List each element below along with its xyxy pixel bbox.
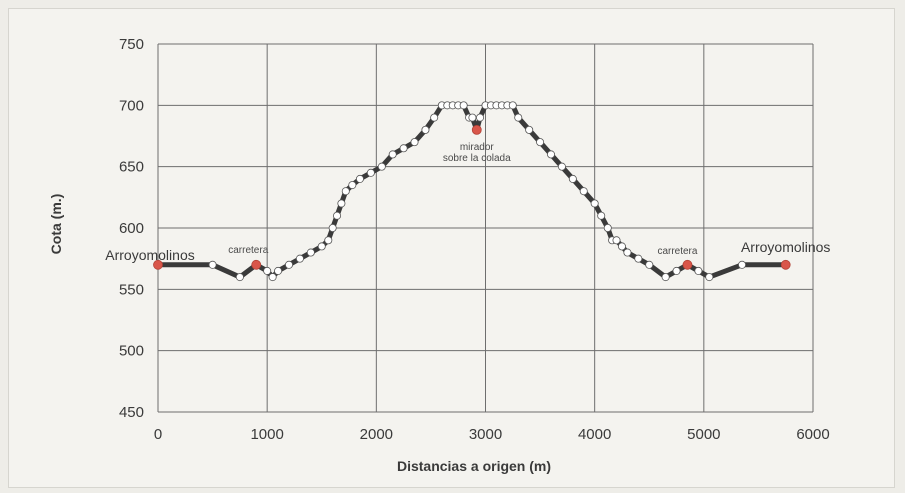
data-point: [337, 199, 346, 208]
data-point: [590, 199, 599, 208]
data-point: [557, 162, 566, 171]
data-point: [597, 211, 606, 220]
data-point: [738, 260, 747, 269]
data-point: [355, 174, 364, 183]
data-point: [459, 101, 468, 110]
grid: [157, 43, 814, 413]
x-tick-label: 3000: [469, 426, 502, 443]
data-point: [514, 113, 523, 122]
data-point: [634, 254, 643, 263]
data-point: [295, 254, 304, 263]
data-point: [235, 273, 244, 282]
y-tick-label: 700: [119, 97, 144, 114]
highlight-points: [153, 124, 791, 270]
data-point: [661, 273, 670, 282]
annotation-label: carretera: [228, 245, 268, 256]
annotation-label: Arroyomolinos: [105, 247, 194, 263]
x-tick-label: 1000: [250, 426, 283, 443]
data-point: [568, 174, 577, 183]
x-tick-label: 0: [154, 426, 162, 443]
chart-frame: 0 1000 2000 3000 4000 5000 6000 450 500 550 600 650…: [8, 8, 895, 488]
data-point: [430, 113, 439, 122]
data-point: [263, 266, 272, 275]
highlight-point: [682, 259, 693, 270]
y-tick-label: 450: [119, 404, 144, 421]
annotation-label: sobre la colada: [443, 153, 511, 164]
data-point: [603, 223, 612, 232]
data-point: [328, 223, 337, 232]
data-point: [324, 236, 333, 245]
data-point: [705, 273, 714, 282]
data-point: [547, 150, 556, 159]
data-point: [672, 266, 681, 275]
data-point: [208, 260, 217, 269]
data-point: [317, 242, 326, 251]
highlight-point: [780, 259, 791, 270]
tick-labels: 0 1000 2000 3000 4000 5000 6000 450 500 550 600 650…: [119, 36, 830, 443]
data-point: [508, 101, 517, 110]
data-point: [410, 138, 419, 147]
annotation-label: carretera: [657, 246, 697, 257]
data-point: [366, 168, 375, 177]
x-tick-label: 4000: [578, 426, 611, 443]
highlight-point: [471, 124, 482, 135]
data-points: [153, 101, 790, 282]
data-point: [306, 248, 315, 257]
data-point: [617, 242, 626, 251]
data-point: [468, 113, 477, 122]
data-point: [579, 187, 588, 196]
y-tick-label: 750: [119, 36, 144, 53]
data-point: [399, 144, 408, 153]
x-tick-label: 2000: [360, 426, 393, 443]
data-point: [348, 181, 357, 190]
x-tick-label: 5000: [687, 426, 720, 443]
data-point: [388, 150, 397, 159]
data-point: [645, 260, 654, 269]
data-point: [694, 266, 703, 275]
data-point: [377, 162, 386, 171]
highlight-point: [251, 259, 262, 270]
x-axis-title: Distancias a origen (m): [397, 458, 551, 474]
y-axis-title: Cota (m.): [48, 194, 64, 255]
annotation-label: mirador: [460, 142, 495, 153]
y-tick-label: 650: [119, 159, 144, 176]
data-point: [623, 248, 632, 257]
elevation-profile-chart: 0 1000 2000 3000 4000 5000 6000 450 500 550 600 650…: [48, 36, 830, 474]
data-point: [476, 113, 485, 122]
data-point: [274, 266, 283, 275]
y-tick-label: 600: [119, 220, 144, 237]
data-point: [536, 138, 545, 147]
data-point: [333, 211, 342, 220]
annotation-label: Arroyomolinos: [741, 239, 830, 255]
data-point: [341, 187, 350, 196]
y-tick-label: 500: [119, 343, 144, 360]
highlight-point: [153, 259, 163, 270]
x-tick-label: 6000: [796, 426, 829, 443]
data-point: [612, 236, 621, 245]
data-point: [284, 260, 293, 269]
data-point: [421, 125, 430, 134]
data-point: [525, 125, 534, 134]
y-tick-label: 550: [119, 281, 144, 298]
data-point: [268, 273, 277, 282]
